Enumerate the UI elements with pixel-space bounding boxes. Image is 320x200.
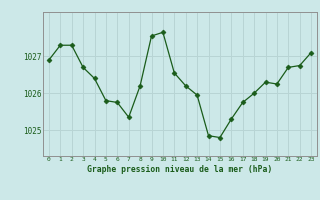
X-axis label: Graphe pression niveau de la mer (hPa): Graphe pression niveau de la mer (hPa): [87, 165, 273, 174]
